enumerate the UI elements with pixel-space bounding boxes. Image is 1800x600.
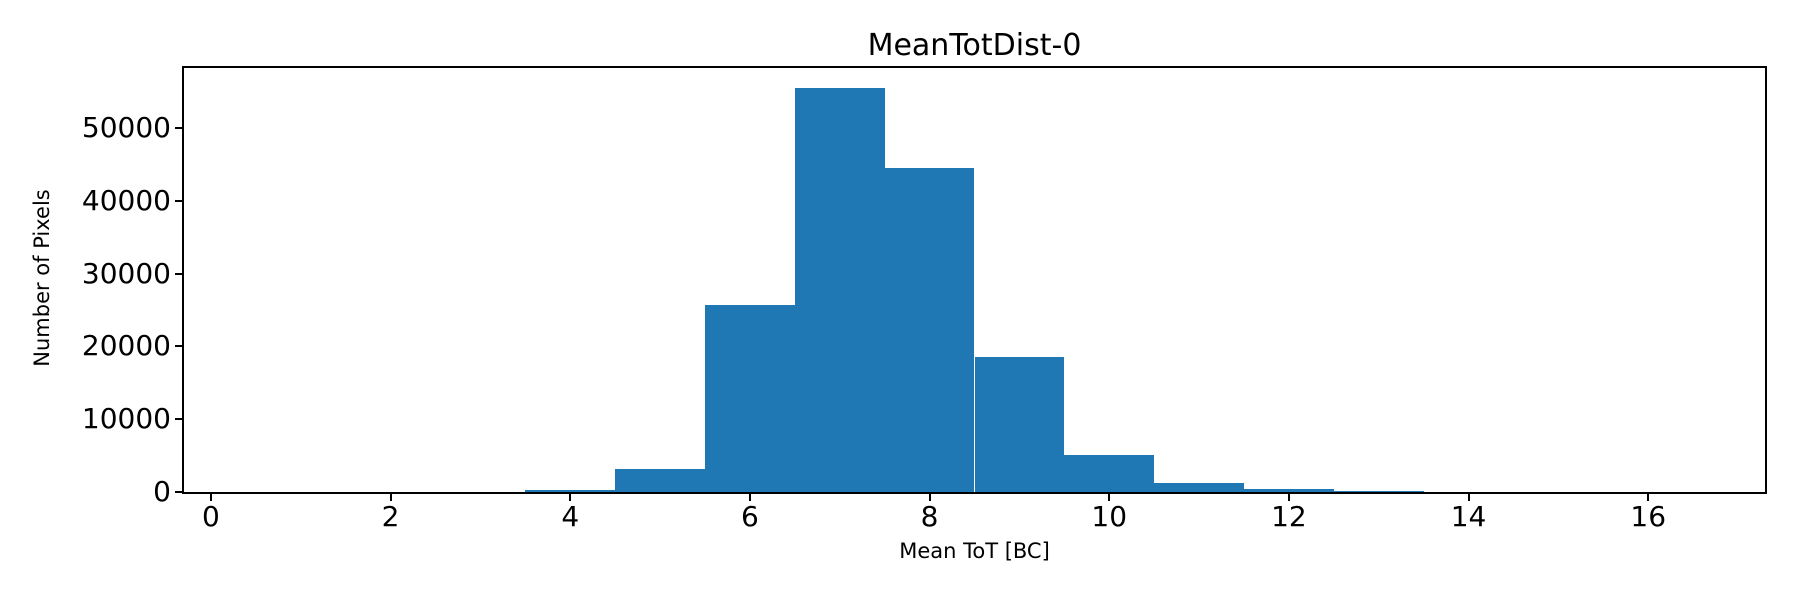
x-tick-label: 2: [381, 500, 400, 533]
x-tick-label: 8: [920, 500, 939, 533]
histogram-bar: [705, 305, 795, 492]
x-tick-mark: [209, 494, 212, 501]
x-tick-label: 10: [1091, 500, 1128, 533]
x-tick-mark: [1108, 494, 1111, 501]
histogram-bar: [884, 168, 975, 492]
histogram-bar: [615, 468, 705, 492]
x-tick-mark: [1647, 494, 1650, 501]
y-tick-mark: [175, 418, 182, 421]
histogram-bar: [1154, 483, 1244, 492]
x-axis-label: Mean ToT [BC]: [899, 539, 1050, 563]
x-tick-label: 0: [202, 500, 220, 533]
y-tick-mark: [175, 272, 182, 275]
x-tick-mark: [748, 494, 751, 501]
x-tick-label: 16: [1630, 500, 1667, 533]
y-tick-label: 40000: [81, 183, 171, 217]
y-tick-mark: [175, 127, 182, 130]
x-tick-label: 4: [561, 500, 580, 533]
plot-area: [182, 66, 1767, 494]
x-tick-mark: [569, 494, 572, 501]
histogram-bar: [1333, 490, 1424, 492]
x-tick-mark: [1467, 494, 1470, 501]
y-tick-label: 0: [153, 475, 171, 508]
y-tick-label: 10000: [81, 402, 171, 436]
x-tick-mark: [389, 494, 392, 501]
histogram-bar: [1243, 489, 1334, 492]
y-tick-mark: [175, 345, 182, 348]
x-tick-mark: [1287, 494, 1290, 501]
histogram-bar: [525, 489, 616, 492]
y-tick-label: 30000: [81, 256, 171, 290]
x-tick-label: 6: [741, 500, 759, 533]
y-tick-label: 50000: [81, 111, 171, 145]
x-tick-label: 12: [1271, 500, 1307, 533]
y-tick-label: 20000: [81, 329, 171, 363]
x-tick-label: 14: [1450, 500, 1487, 533]
y-tick-mark: [175, 199, 182, 202]
chart-title: MeanTotDist-0: [867, 28, 1082, 63]
histogram-bar: [794, 88, 885, 492]
histogram-bar: [1064, 454, 1155, 492]
histogram-bar: [974, 356, 1065, 492]
x-tick-mark: [928, 494, 931, 501]
y-tick-mark: [175, 491, 182, 493]
